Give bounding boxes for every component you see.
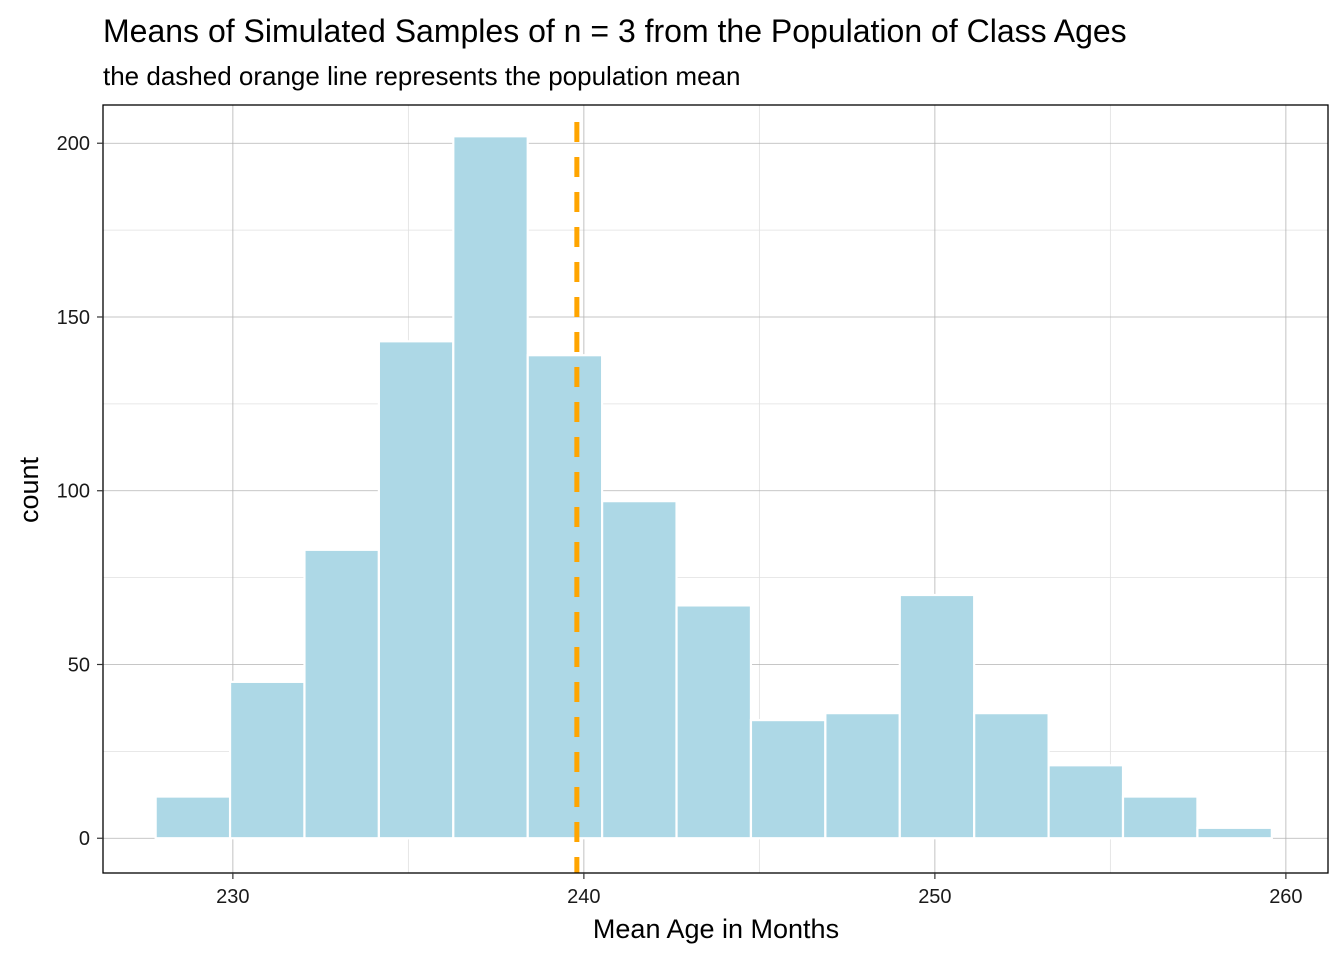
x-tick-label: 250 xyxy=(918,886,951,908)
histogram-bar xyxy=(749,718,827,840)
x-tick-label: 260 xyxy=(1269,886,1302,908)
chart-subtitle: the dashed orange line represents the po… xyxy=(103,61,740,91)
y-tick-label: 200 xyxy=(57,133,90,155)
histogram-bars xyxy=(154,135,1273,840)
y-tick-label: 0 xyxy=(79,828,90,850)
x-axis-ticks: 230 240 250 260 xyxy=(216,873,1303,908)
x-tick-label: 230 xyxy=(216,886,249,908)
histogram-bar xyxy=(452,135,529,840)
histogram-bar xyxy=(898,593,976,840)
panel-border xyxy=(102,104,1329,874)
histogram-bar xyxy=(377,340,455,840)
y-tick-label: 50 xyxy=(68,654,90,676)
histogram-bar xyxy=(675,604,753,840)
x-tick-label: 240 xyxy=(567,886,600,908)
histogram-bar xyxy=(1196,826,1273,840)
histogram-bar xyxy=(601,500,678,840)
y-axis-title: count xyxy=(14,456,44,523)
histogram-bar xyxy=(1047,764,1125,840)
histogram-bar xyxy=(154,795,232,840)
histogram-bar xyxy=(824,712,901,840)
histogram-bar xyxy=(228,680,306,840)
histogram-bar xyxy=(526,354,604,840)
x-axis-title: Mean Age in Months xyxy=(593,914,839,944)
y-tick-label: 150 xyxy=(57,307,90,329)
y-tick-label: 100 xyxy=(57,481,90,503)
histogram-bar xyxy=(1121,795,1199,840)
histogram-bar xyxy=(973,712,1050,840)
chart-title: Means of Simulated Samples of n = 3 from… xyxy=(103,13,1127,49)
y-axis-ticks: 0 50 100 150 200 xyxy=(57,133,103,850)
histogram-bar xyxy=(303,548,380,840)
